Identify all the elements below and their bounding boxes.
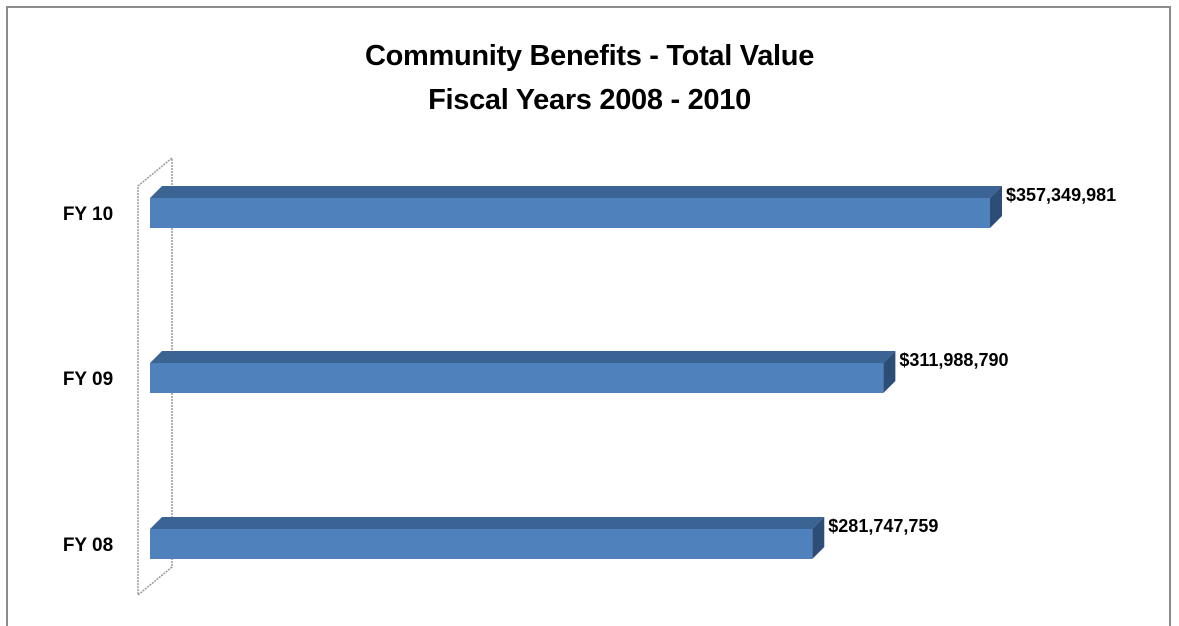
bar-top-face: [150, 186, 1002, 198]
bar-top-face: [150, 351, 896, 363]
bar: [150, 198, 990, 228]
bar: [150, 529, 813, 559]
bar: [150, 363, 884, 393]
bar-end-face: [812, 517, 825, 559]
bar-top-face: [150, 517, 825, 529]
bar-end-face: [883, 351, 896, 393]
bars-group: [150, 186, 1002, 559]
bar-end-face: [990, 186, 1002, 228]
data-label: $311,988,790: [899, 350, 1008, 370]
category-label: FY 08: [63, 535, 113, 556]
chart-title: Community Benefits - Total Value: [364, 40, 815, 72]
category-labels: FY 10 FY 09 FY 08: [63, 204, 113, 556]
value-labels: $357,349,981 $311,988,790 $281,747,759: [828, 185, 1116, 536]
data-label: $357,349,981: [1006, 185, 1116, 205]
chart-subtitle: Fiscal Years 2008 - 2010: [428, 84, 751, 116]
category-label: FY 09: [63, 369, 113, 390]
category-label: FY 10: [63, 204, 113, 225]
data-label: $281,747,759: [828, 516, 938, 536]
